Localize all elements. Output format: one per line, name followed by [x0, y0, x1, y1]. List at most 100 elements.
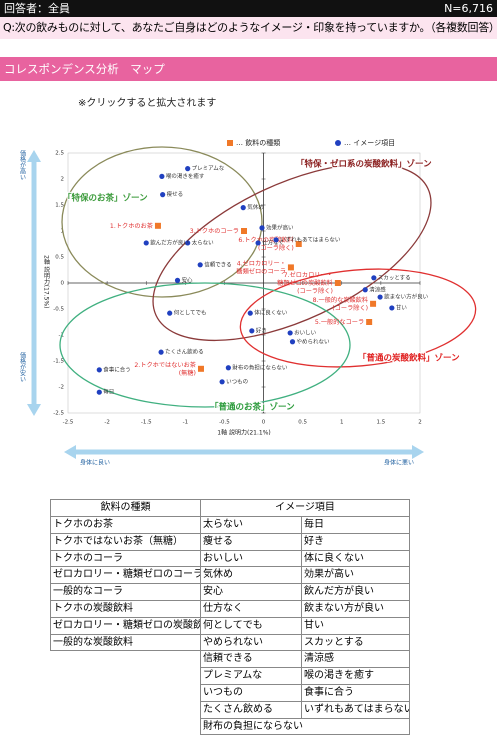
point-label: おいしい — [294, 329, 317, 336]
drink-point — [287, 264, 294, 271]
x-tick-label: 2 — [418, 420, 422, 426]
table-cell: トクホの炭酸飲料 — [50, 600, 201, 618]
x-tick-label: -2 — [104, 420, 109, 426]
point-label: 財布の負担にならない — [232, 363, 288, 371]
point-label: 好き — [256, 326, 267, 334]
zone-outline — [61, 146, 263, 298]
y-axis-label: 2軸 説明力(17.5%) — [43, 255, 50, 308]
legend-marker — [335, 140, 341, 146]
image-point — [259, 225, 265, 231]
point-label: 仕方なく — [262, 238, 284, 246]
table-cell: トクホのコーラ — [50, 549, 201, 568]
point-label: 気休め — [247, 203, 264, 211]
drink-point — [295, 241, 302, 247]
image-point — [287, 330, 293, 336]
point-label: 甘い — [396, 303, 408, 311]
table-header: 飲料の種類 — [50, 499, 201, 517]
drink-label: (コーラ除く) — [332, 304, 368, 312]
image-point — [96, 389, 102, 395]
drink-point — [197, 365, 204, 372]
y-tick-label: 2.5 — [55, 151, 64, 157]
table-cell: スカッとする — [301, 633, 410, 652]
table-cell: 太らない — [200, 516, 302, 534]
image-point — [371, 275, 377, 281]
x-tick-label: 1.5 — [377, 420, 386, 426]
table-cell: 一般的な炭酸飲料 — [50, 633, 201, 652]
drink-label: (無糖) — [179, 369, 196, 377]
table-cell: プレミアムな — [200, 667, 302, 685]
point-label: いずれもあてはまらない — [280, 235, 341, 243]
drink-label: 6.トクホの炭酸飲料 — [238, 236, 293, 244]
respondent: 回答者：全員 — [4, 2, 70, 15]
image-point — [249, 328, 255, 334]
drink-label: 3.トクホのコーラ — [190, 228, 239, 235]
table-cell: 体に良くない — [301, 549, 410, 568]
table-cell: 好き — [301, 532, 410, 551]
table-cell: 清涼感 — [301, 650, 410, 669]
drink-label: 2.トクホではないお茶 — [134, 361, 196, 369]
y-tick-label: 1.5 — [55, 203, 64, 209]
table-cell: ゼロカロリー・糖類ゼロの炭酸飲料 — [50, 616, 201, 635]
image-point — [159, 173, 165, 179]
point-label: 飲んだ方が良い — [150, 238, 189, 246]
x-tick-label: 0 — [262, 420, 266, 426]
point-label: 喉の渇きを癒す — [166, 172, 205, 180]
drink-label: 8.一般的な炭酸飲料 — [313, 296, 368, 304]
image-point — [255, 240, 261, 246]
y-tick-label: -1.5 — [53, 359, 64, 365]
axis-note: 価格が安い — [19, 351, 26, 382]
legend-label: … 飲料の種類 — [236, 138, 280, 147]
table-cell: 痩せる — [200, 532, 302, 551]
point-label: 飲まない方が良い — [384, 293, 429, 301]
y-tick-label: 2 — [61, 177, 65, 183]
y-tick-label: -2.5 — [53, 411, 64, 417]
point-label: 安心 — [182, 276, 194, 284]
image-point — [158, 349, 164, 355]
table-cell: 一般的なコーラ — [50, 583, 201, 601]
y-tick-label: 0.5 — [55, 255, 64, 261]
drink-label: 7.ゼロカロリー・ — [284, 271, 333, 279]
table-cell: 気休め — [200, 566, 302, 585]
table-cell: いつもの — [200, 684, 302, 702]
image-point — [240, 205, 246, 211]
zone-outline — [152, 162, 432, 342]
drink-label: 1.トクホのお茶 — [110, 222, 153, 230]
point-label: スカッとする — [378, 274, 411, 281]
zone-label: 「普通のお茶」ゾーン — [210, 402, 295, 413]
axis-note: 身体に悪い — [384, 459, 414, 467]
table-cell: おいしい — [200, 549, 302, 568]
table-cell: 食事に合う — [301, 684, 410, 702]
point-label: 毎日 — [103, 388, 114, 396]
image-point — [167, 310, 173, 316]
zone-outline — [239, 268, 477, 368]
table-cell: ゼロカロリー・糖類ゼロのコーラ — [50, 566, 201, 585]
image-point — [160, 192, 166, 198]
table-header: イメージ項目 — [200, 499, 410, 517]
table-cell: 毎日 — [301, 516, 410, 534]
point-label: 信頼できる — [204, 260, 231, 268]
note[interactable]: ※クリックすると拡大されます — [78, 98, 217, 109]
drink-label: (コーラ除く) — [258, 244, 294, 252]
image-point — [174, 277, 181, 283]
zone-label: 「普通の炭酸飲料」ゾーン — [358, 353, 460, 364]
drink-point — [241, 228, 247, 234]
point-label: 食事に合う — [103, 365, 131, 373]
table-cell: 何としてでも — [200, 616, 302, 635]
y-tick-label: -0.5 — [53, 307, 64, 313]
table-cell: 飲んだ方が良い — [301, 583, 410, 601]
section-title: コレスポンデンス分析 マップ — [0, 57, 497, 81]
question: Q:次の飲みものに対して、あなたご自身はどのようなイメージ・印象を持っていますか… — [0, 17, 497, 39]
x-tick-label: -0.5 — [219, 420, 230, 426]
x-tick-label: 1 — [340, 420, 344, 426]
y-tick-label: -2 — [59, 385, 64, 391]
image-point — [225, 365, 231, 371]
drink-label: (コーラ除く) — [297, 287, 333, 295]
x-tick-label: -1.5 — [141, 420, 152, 426]
x-axis-label: 1軸 説明力(21.1%) — [217, 429, 270, 437]
image-point — [96, 367, 102, 373]
legend-label: … イメージ項目 — [344, 139, 395, 147]
image-point — [247, 310, 253, 316]
image-point — [289, 339, 296, 345]
